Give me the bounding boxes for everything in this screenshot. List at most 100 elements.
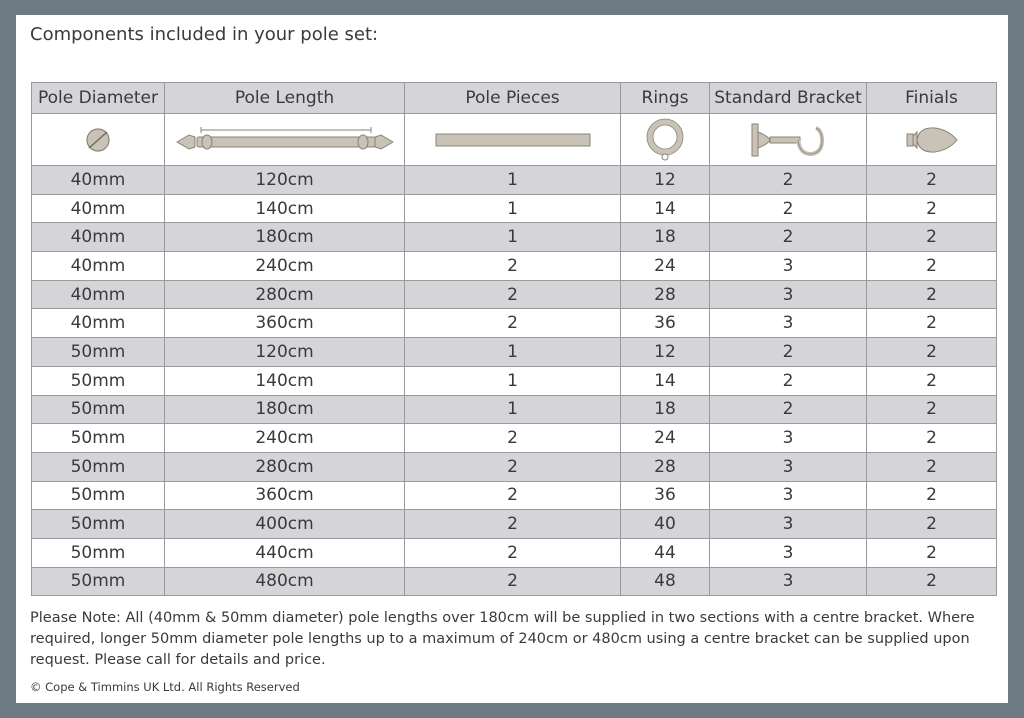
rings-cell: 28 (620, 279, 710, 310)
pole-length-cell: 140cm (164, 365, 405, 396)
copyright-text: © Cope & Timmins UK Ltd. All Rights Rese… (30, 680, 300, 694)
pole-diameter-cell: 50mm (31, 365, 165, 396)
column-header-pole-length: Pole Length (164, 82, 405, 114)
table-body: 40mm 120cm 1 12 2 2 40mm 140cm 1 14 2 2 40mm 180cm 1 18… (31, 165, 997, 597)
standard-bracket-cell: 3 (709, 509, 867, 539)
pole-length-cell: 120cm (164, 165, 405, 195)
pole-pieces-cell: 1 (404, 193, 621, 224)
pole-diameter-cell: 40mm (31, 193, 165, 224)
finials-cell: 2 (866, 365, 997, 396)
pole-pieces-cell: 2 (404, 423, 621, 453)
pole-length-cell: 280cm (164, 451, 405, 482)
pole-pieces-cell: 1 (404, 337, 621, 367)
pole-pieces-cell: 2 (404, 480, 621, 511)
pole-pieces-cell: 1 (404, 394, 621, 425)
column-header-standard-bracket: Standard Bracket (709, 82, 867, 114)
pole-pieces-cell: 2 (404, 566, 621, 597)
bracket-icon (751, 123, 825, 156)
rings-cell: 18 (620, 222, 710, 253)
finials-cell: 2 (866, 537, 997, 568)
rings-cell: 14 (620, 193, 710, 224)
rings-cell: 44 (620, 537, 710, 568)
rings-cell: 48 (620, 566, 710, 597)
rings-cell: 12 (620, 337, 710, 367)
icon-row (31, 113, 997, 166)
pole-diameter-cell: 50mm (31, 537, 165, 568)
pole-length-cell: 120cm (164, 337, 405, 367)
standard-bracket-cell: 2 (709, 337, 867, 367)
table-row: 40mm 360cm 2 36 3 2 (31, 308, 997, 339)
table-row: 50mm 120cm 1 12 2 2 (31, 337, 997, 367)
pole-length-cell: 360cm (164, 480, 405, 511)
pole-length-cell: 140cm (164, 193, 405, 224)
standard-bracket-cell: 2 (709, 193, 867, 224)
pole-length-cell: 180cm (164, 222, 405, 253)
page-heading: Components included in your pole set: (30, 24, 379, 45)
rings-cell: 14 (620, 365, 710, 396)
standard-bracket-cell: 3 (709, 537, 867, 568)
pole-diameter-cell: 40mm (31, 251, 165, 281)
finials-cell: 2 (866, 165, 997, 195)
pole-length-cell: 240cm (164, 423, 405, 453)
components-table: Pole Diameter Pole Length Pole Pieces Ri… (31, 82, 997, 597)
rings-cell: 40 (620, 509, 710, 539)
table-row: 40mm 240cm 2 24 3 2 (31, 251, 997, 281)
standard-bracket-cell: 2 (709, 394, 867, 425)
pole-pieces-cell: 1 (404, 222, 621, 253)
pole-diameter-cell: 40mm (31, 222, 165, 253)
rings-cell: 36 (620, 480, 710, 511)
please-note-text: Please Note: All (40mm & 50mm diameter) … (30, 610, 975, 668)
finials-cell: 2 (866, 451, 997, 482)
table-row: 50mm 360cm 2 36 3 2 (31, 480, 997, 511)
pole-length-icon (175, 126, 394, 150)
pole-diameter-cell: 50mm (31, 480, 165, 511)
table-row: 50mm 280cm 2 28 3 2 (31, 451, 997, 482)
table-row: 50mm 140cm 1 14 2 2 (31, 365, 997, 396)
pole-pieces-cell: 2 (404, 451, 621, 482)
finials-cell: 2 (866, 480, 997, 511)
column-header-rings: Rings (620, 82, 710, 114)
pole-length-cell: 240cm (164, 251, 405, 281)
pole-diameter-cell: 40mm (31, 165, 165, 195)
document-sheet: Components included in your pole set: Po… (16, 15, 1008, 703)
standard-bracket-cell: 3 (709, 279, 867, 310)
pole-pieces-cell: 2 (404, 308, 621, 339)
pole-diameter-cell: 50mm (31, 394, 165, 425)
table-row: 50mm 480cm 2 48 3 2 (31, 566, 997, 597)
pole-length-cell: 440cm (164, 537, 405, 568)
pole-pieces-cell: 2 (404, 537, 621, 568)
table-row: 40mm 120cm 1 12 2 2 (31, 165, 997, 195)
column-header-pole-diameter: Pole Diameter (31, 82, 165, 114)
ring-icon (646, 118, 684, 160)
pole-length-cell: 400cm (164, 509, 405, 539)
column-header-finials: Finials (866, 82, 997, 114)
finials-cell: 2 (866, 423, 997, 453)
pole-diameter-cell: 50mm (31, 566, 165, 597)
rings-cell: 36 (620, 308, 710, 339)
finials-cell: 2 (866, 251, 997, 281)
standard-bracket-cell: 2 (709, 365, 867, 396)
table-row: 40mm 280cm 2 28 3 2 (31, 279, 997, 310)
finials-cell: 2 (866, 337, 997, 367)
rings-cell: 28 (620, 451, 710, 482)
pole-length-cell: 180cm (164, 394, 405, 425)
finials-cell: 2 (866, 308, 997, 339)
table-row: 50mm 240cm 2 24 3 2 (31, 423, 997, 453)
table-header-row: Pole Diameter Pole Length Pole Pieces Ri… (31, 82, 997, 114)
table-row: 50mm 440cm 2 44 3 2 (31, 537, 997, 568)
standard-bracket-cell: 3 (709, 308, 867, 339)
table-row: 40mm 140cm 1 14 2 2 (31, 193, 997, 224)
pole-diameter-cell: 40mm (31, 308, 165, 339)
pole-diameter-cell: 50mm (31, 451, 165, 482)
standard-bracket-cell: 3 (709, 423, 867, 453)
finials-cell: 2 (866, 394, 997, 425)
standard-bracket-cell: 3 (709, 566, 867, 597)
standard-bracket-cell: 3 (709, 451, 867, 482)
finial-icon (906, 126, 958, 153)
pole-length-cell: 280cm (164, 279, 405, 310)
pole-pieces-cell: 1 (404, 165, 621, 195)
pole-pieces-icon (435, 133, 590, 146)
pole-diameter-icon (86, 127, 110, 152)
pole-length-cell: 360cm (164, 308, 405, 339)
finials-cell: 2 (866, 509, 997, 539)
